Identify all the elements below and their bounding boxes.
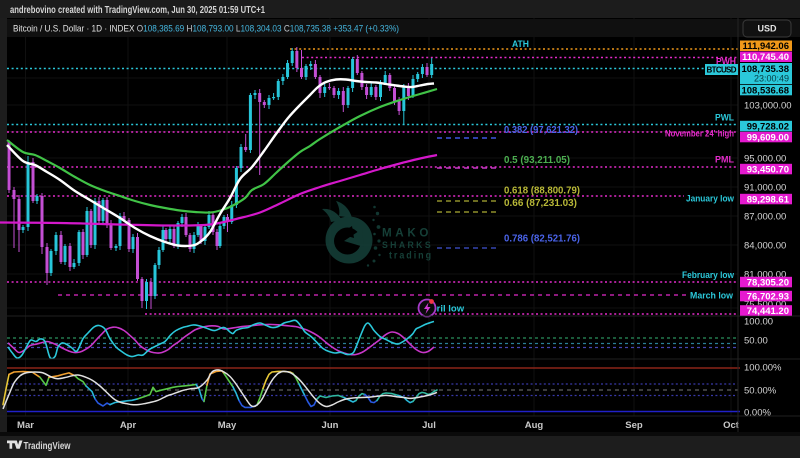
svg-text:23:00:49: 23:00:49: [754, 74, 789, 84]
svg-text:89,298.61: 89,298.61: [747, 194, 790, 205]
svg-text:50.00%: 50.00%: [744, 385, 777, 396]
svg-text:March low: March low: [690, 291, 734, 302]
svg-text:Bitcoin / U.S. Dollar · 1D · I: Bitcoin / U.S. Dollar · 1D · INDEX O108,…: [13, 24, 399, 35]
svg-text:95,000.00: 95,000.00: [744, 153, 786, 164]
svg-text:103,000.00: 103,000.00: [744, 100, 792, 111]
svg-text:108,536.68: 108,536.68: [741, 85, 789, 96]
svg-text:87,000.00: 87,000.00: [744, 211, 786, 222]
svg-text:MAKO: MAKO: [382, 228, 432, 240]
svg-text:99,609.00: 99,609.00: [747, 132, 789, 143]
svg-text:84,000.00: 84,000.00: [744, 240, 786, 251]
svg-text:81,000.00: 81,000.00: [744, 269, 786, 280]
svg-text:111,942.06: 111,942.06: [743, 41, 790, 52]
svg-text:76,702.93: 76,702.93: [747, 291, 789, 302]
svg-text:0.5 (93,211.05): 0.5 (93,211.05): [504, 155, 570, 166]
svg-text:Jul: Jul: [422, 420, 436, 431]
svg-text:andrebovino created with Tradi: andrebovino created with TradingView.com…: [10, 5, 265, 16]
svg-text:110,745.40: 110,745.40: [742, 52, 789, 63]
svg-text:0.382 (97,621.32): 0.382 (97,621.32): [504, 125, 578, 136]
svg-text:0.00%: 0.00%: [744, 407, 771, 418]
svg-text:February low: February low: [682, 270, 735, 281]
svg-text:PWH: PWH: [716, 57, 736, 68]
svg-text:TradingView: TradingView: [24, 440, 72, 452]
svg-text:SHARKS: SHARKS: [382, 240, 433, 251]
svg-text:75,500.00: 75,500.00: [744, 299, 786, 310]
svg-text:93,450.70: 93,450.70: [747, 164, 789, 175]
svg-text:Aug: Aug: [525, 420, 544, 431]
svg-text:0.786 (82,521.76): 0.786 (82,521.76): [504, 234, 580, 245]
svg-text:Apr: Apr: [120, 420, 137, 431]
svg-text:99,728.02: 99,728.02: [747, 121, 789, 132]
svg-text:Jun: Jun: [322, 420, 339, 431]
svg-text:Oct: Oct: [723, 420, 740, 431]
svg-text:PWL: PWL: [715, 113, 734, 124]
svg-text:trading: trading: [389, 251, 433, 262]
svg-text:Mar: Mar: [17, 420, 34, 431]
svg-text:0.66 (87,231.03): 0.66 (87,231.03): [504, 198, 577, 209]
svg-text:BTCUSD: BTCUSD: [707, 66, 737, 75]
svg-text:100.00%: 100.00%: [744, 362, 782, 373]
svg-text:April low: April low: [424, 304, 465, 315]
svg-text:ATH: ATH: [512, 39, 529, 50]
svg-text:50.00: 50.00: [744, 335, 768, 346]
svg-text:Sep: Sep: [625, 420, 643, 431]
svg-text:May: May: [218, 420, 237, 431]
svg-text:100.00: 100.00: [744, 316, 773, 327]
svg-text:74,441.20: 74,441.20: [747, 306, 789, 317]
svg-text:108,735.38: 108,735.38: [741, 64, 789, 75]
svg-text:November 24' high: November 24' high: [665, 129, 734, 140]
svg-text:USD: USD: [757, 24, 777, 34]
svg-text:0.618 (88,800.79): 0.618 (88,800.79): [504, 186, 580, 197]
svg-text:January low: January low: [686, 194, 735, 205]
svg-text:78,305.20: 78,305.20: [747, 277, 789, 288]
svg-text:PML: PML: [715, 155, 734, 166]
svg-text:91,000.00: 91,000.00: [744, 182, 786, 193]
